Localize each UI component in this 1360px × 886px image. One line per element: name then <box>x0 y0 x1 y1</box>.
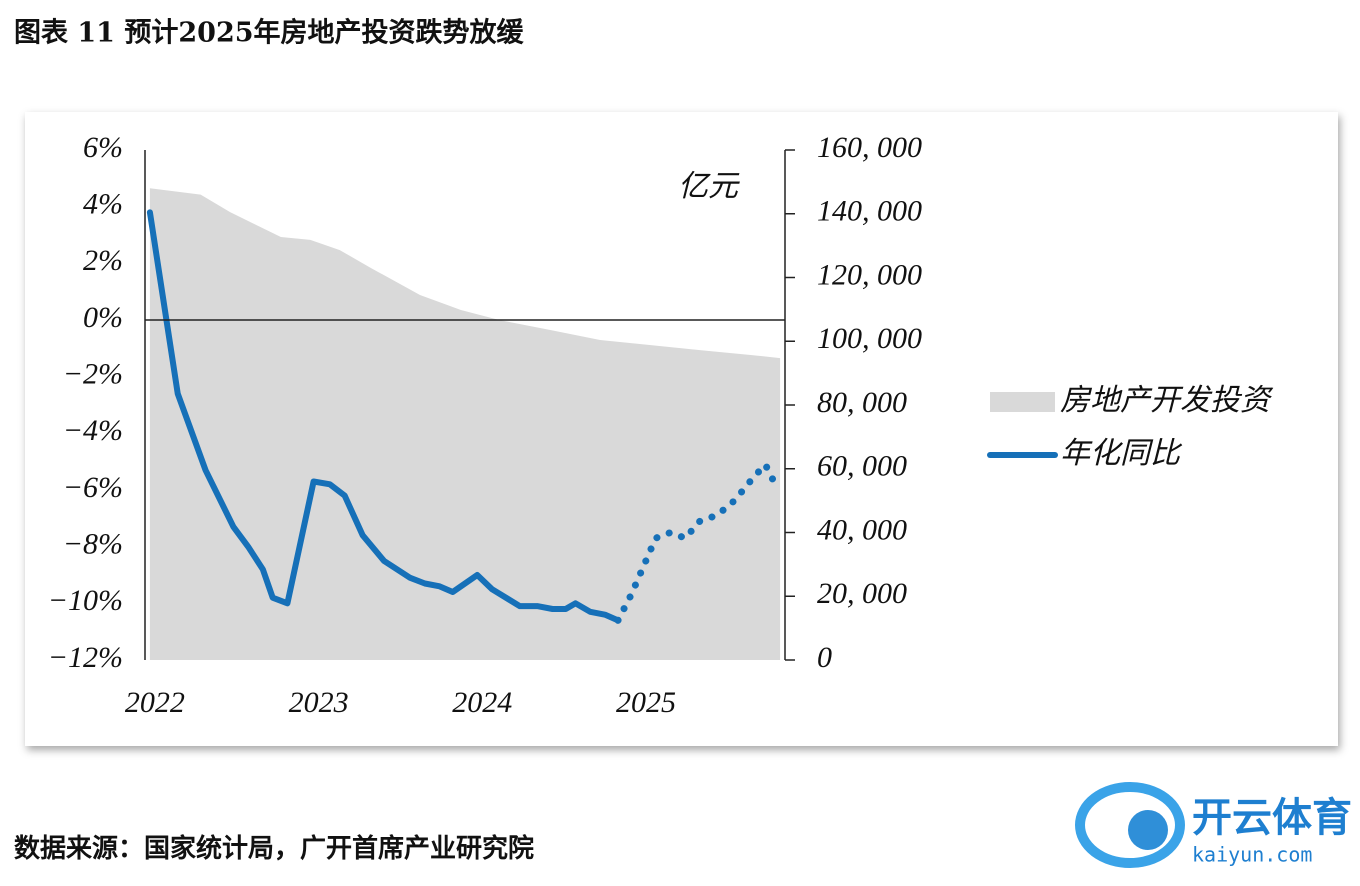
y2-tick-label: 120, 000 <box>817 258 922 291</box>
y-tick-label: 2% <box>83 244 123 277</box>
logo-ring <box>1075 782 1185 868</box>
logo-ball <box>1128 810 1168 850</box>
chart-title: 图表 11 预计2025年房地产投资跌势放缓 <box>14 17 525 49</box>
source-note: 数据来源：国家统计局，广开首席产业研究院 <box>14 833 534 864</box>
watermark-url: kaiyun.com <box>1192 843 1312 867</box>
watermark-brand: 开云体育 <box>1192 795 1352 841</box>
y2-tick-label: 80, 000 <box>817 386 907 419</box>
y-tick-label: −2% <box>63 358 123 391</box>
plot-area <box>146 188 781 660</box>
line-forecast <box>614 461 779 624</box>
x-tick-label: 2025 <box>616 686 676 719</box>
watermark: 开云体育 kaiyun.com <box>1075 782 1352 868</box>
y2-tick-label: 40, 000 <box>817 513 907 546</box>
line <box>146 209 622 624</box>
y-tick-label: 4% <box>83 188 123 221</box>
y2-tick-label: 0 <box>817 641 832 674</box>
y2-tick-label: 20, 000 <box>817 577 907 610</box>
y2-tick-label: 140, 000 <box>817 195 922 228</box>
x-tick-label: 2023 <box>289 686 349 719</box>
y-tick-label: −12% <box>48 641 123 674</box>
unit-label: 亿元 <box>678 169 740 204</box>
y-tick-label: −10% <box>48 584 123 617</box>
y-tick-label: 0% <box>83 301 123 334</box>
x-tick-label: 2024 <box>452 686 512 719</box>
y-tick-label: −4% <box>63 414 123 447</box>
legend-swatch <box>990 392 1055 412</box>
x-tick-label: 2022 <box>125 686 185 719</box>
area <box>149 188 781 660</box>
y-tick-label: −6% <box>63 471 123 504</box>
y-tick-label: 6% <box>83 131 123 164</box>
legend-label: 房地产开发投资 <box>1060 383 1274 418</box>
legend-label: 年化同比 <box>1060 436 1183 471</box>
y2-tick-label: 60, 000 <box>817 450 907 483</box>
y2-tick-label: 160, 000 <box>817 131 922 164</box>
y2-tick-label: 100, 000 <box>817 322 922 355</box>
y-tick-label: −8% <box>63 528 123 561</box>
